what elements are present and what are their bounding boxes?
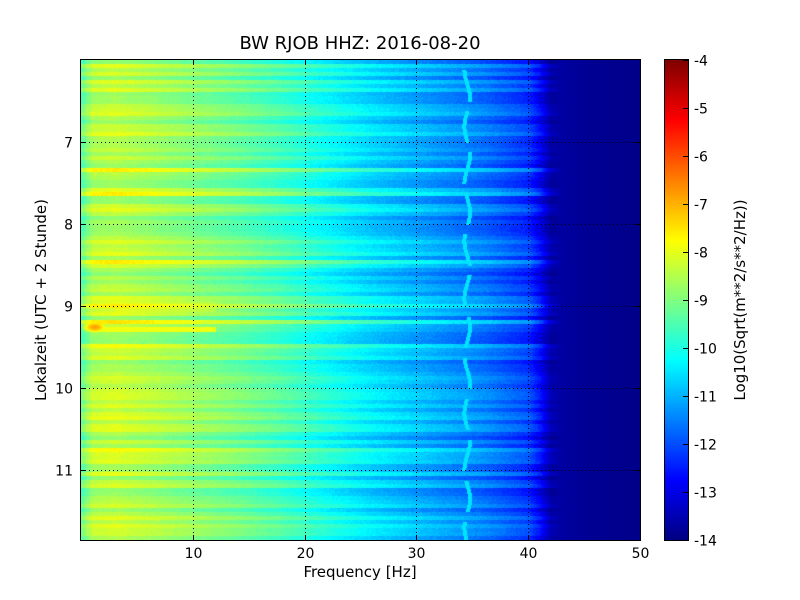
colorbar-tick-label: -14 (694, 534, 717, 550)
y-tick-label: 11 (55, 464, 73, 480)
grid-lines (81, 60, 640, 540)
x-tick-label: 30 (408, 546, 426, 562)
y-tick-label: 9 (64, 300, 73, 316)
y-axis-label: Lokalzeit (UTC + 2 Stunde) (32, 199, 50, 401)
colorbar-tick-label: -5 (694, 102, 708, 118)
chart-title: BW RJOB HHZ: 2016-08-20 (239, 33, 480, 54)
x-tick-label: 20 (297, 546, 315, 562)
y-tick-label: 8 (64, 218, 73, 234)
colorbar-ticks: -4 -5 -6 -7 -8 -9 -10 -11 -12 -13 -14 (683, 54, 717, 550)
colorbar-tick-label: -12 (694, 438, 717, 454)
colorbar-tick-label: -13 (694, 486, 717, 502)
y-axis-ticks: 7 8 9 10 11 (55, 136, 640, 480)
x-axis-ticks: 10 20 30 40 50 (185, 60, 650, 562)
y-tick-label: 7 (64, 136, 73, 152)
y-tick-label: 10 (55, 382, 73, 398)
colorbar-tick-label: -9 (694, 294, 708, 310)
x-tick-label: 50 (632, 546, 650, 562)
colorbar-tick-label: -8 (694, 246, 708, 262)
colorbar-tick-label: -6 (694, 150, 708, 166)
plot-frame (80, 59, 641, 541)
colorbar-tick-label: -11 (694, 390, 717, 406)
x-tick-label: 40 (520, 546, 538, 562)
colorbar-tick-label: -7 (694, 198, 708, 214)
x-axis-label: Frequency [Hz] (303, 563, 416, 581)
spectrogram-heatmap (81, 60, 640, 540)
colorbar-frame (664, 59, 689, 541)
x-tick-label: 10 (185, 546, 203, 562)
colorbar-label: Log10(Sqrt(m**2/s**2/Hz)) (731, 199, 749, 400)
colorbar-tick-label: -10 (694, 342, 717, 358)
colorbar-tick-label: -4 (694, 54, 708, 70)
